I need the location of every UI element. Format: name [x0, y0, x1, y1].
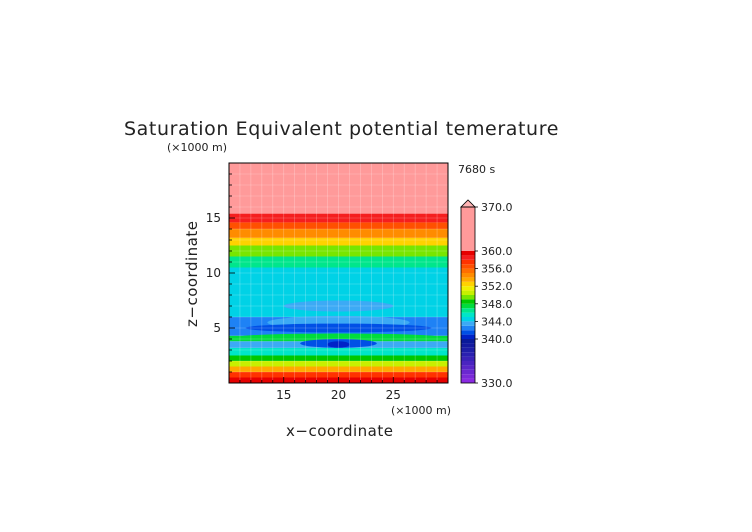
colorbar-tick-label: 348.0: [481, 298, 513, 311]
x-axis: 15 20 25: [239, 377, 438, 402]
colorbar-tick-label: 356.0: [481, 263, 513, 276]
colorbar-swatch-17: [461, 303, 475, 309]
contour-band-14: [229, 222, 448, 229]
colorbar-swatch-13: [461, 321, 475, 326]
colorbar-tick-label: 344.0: [481, 315, 513, 328]
x-unit-label: (×1000 m): [391, 404, 451, 417]
colorbar-tick-label: 370.0: [481, 201, 513, 214]
colorbar-swatch-15: [461, 312, 475, 317]
contour-band-15: [229, 213, 448, 223]
colorbar-tick-label: 340.0: [481, 333, 513, 346]
colorbar-swatch-0: [461, 378, 475, 383]
colorbar-swatch-3: [461, 365, 475, 370]
contour-band-4: [229, 355, 448, 361]
contour-band-12: [229, 237, 448, 246]
contour-feature-2: [245, 323, 432, 333]
colorbar-over-arrow: [460, 199, 476, 208]
colorbar-tick-label: 352.0: [481, 280, 513, 293]
x-axis-title: x−coordinate: [286, 422, 393, 440]
y-tick-label: 10: [206, 266, 221, 280]
colorbar-swatch-6: [461, 352, 475, 357]
y-tick-label: 5: [213, 321, 221, 335]
colorbar-swatch-9: [461, 339, 475, 344]
colorbar-swatch-20: [461, 290, 475, 295]
contour-band-3: [229, 361, 448, 367]
colorbar-swatch-1: [461, 374, 475, 379]
colorbar-swatch-2: [461, 369, 475, 375]
colorbar-swatch-7: [461, 347, 475, 353]
contour-band-2: [229, 366, 448, 372]
contour-feature-3: [239, 333, 438, 341]
colorbar-swatch-27: [461, 259, 475, 265]
chart-title: Saturation Equivalent potential temeratu…: [124, 118, 559, 140]
y-axis: 5 10 15: [206, 173, 235, 373]
colorbar-swatch-16: [461, 308, 475, 313]
colorbar-swatch-28: [461, 255, 475, 260]
time-label: 7680 s: [458, 163, 495, 176]
colorbar-frame: [460, 206, 476, 384]
y-tick-label: 15: [206, 211, 221, 225]
colorbar-swatch-23: [461, 277, 475, 282]
contour-band-13: [229, 229, 448, 238]
contour-band-16: [229, 163, 448, 214]
x-tick-label: 15: [276, 388, 291, 402]
contour-band-10: [229, 256, 448, 268]
y-axis-title: z−coordinate: [183, 221, 201, 327]
contour-plot: [229, 163, 448, 383]
contour-band-1: [229, 372, 448, 378]
x-tick-label: 25: [386, 388, 401, 402]
colorbar-swatch-26: [461, 264, 475, 269]
colorbar-swatch-21: [461, 286, 475, 291]
colorbar-swatch-29: [461, 251, 475, 256]
colorbar-tick-label: 360.0: [481, 245, 513, 258]
colorbar-swatch-14: [461, 317, 475, 322]
contour-band-11: [229, 245, 448, 257]
grid-lines: [229, 163, 448, 383]
contour-feature-0: [283, 300, 394, 312]
colorbar-swatch-24: [461, 273, 475, 278]
colorbar-swatch-5: [461, 356, 475, 361]
x-tick-label: 20: [331, 388, 346, 402]
contour-band-5: [229, 347, 448, 356]
colorbar-swatch-11: [461, 330, 475, 335]
colorbar-swatch-8: [461, 343, 475, 348]
colorbar-swatch-18: [461, 299, 475, 304]
colorbar: 370.0 360.0 356.0 352.0 348.0 344.0 340.0 330.0: [460, 199, 513, 390]
colorbar-swatch-12: [461, 325, 475, 331]
colorbar-swatch-19: [461, 295, 475, 300]
colorbar-swatch-22: [461, 281, 475, 287]
colorbar-swatch-25: [461, 268, 475, 273]
contour-feature-5: [327, 341, 350, 348]
colorbar-swatch-4: [461, 361, 475, 366]
y-unit-label: (×1000 m): [167, 141, 227, 154]
colorbar-swatch-10: [461, 334, 475, 339]
colorbar-tick-label: 330.0: [481, 377, 513, 390]
colorbar-swatch-30: [461, 207, 475, 251]
